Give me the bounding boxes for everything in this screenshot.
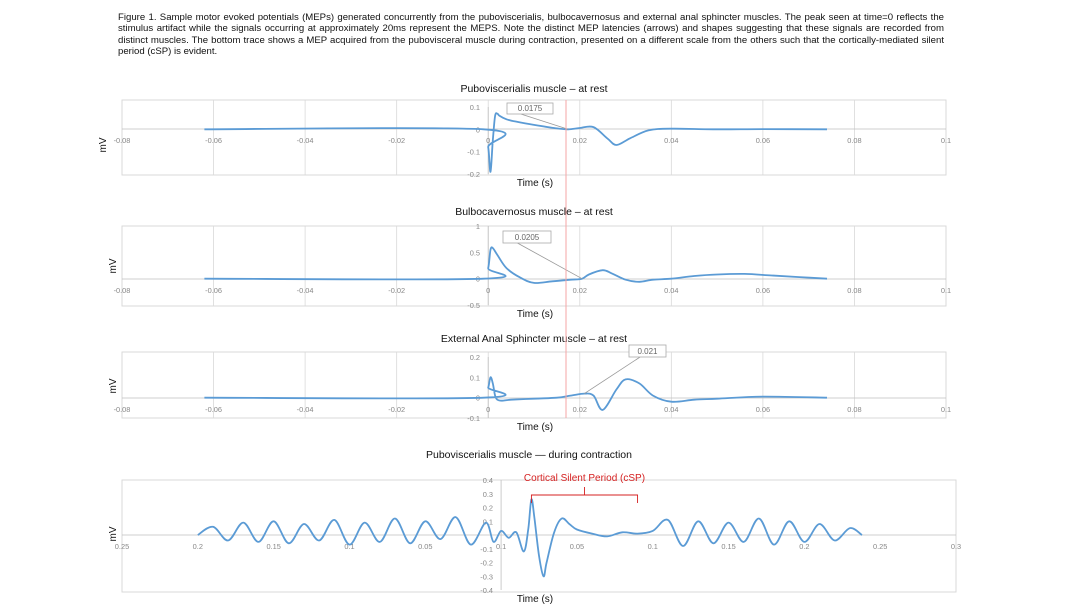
callout-label: 0.0175 bbox=[518, 104, 543, 113]
x-tick-label: 0.1 bbox=[941, 286, 951, 295]
callout-leader bbox=[517, 242, 583, 280]
x-tick-label: -0.02 bbox=[388, 136, 405, 145]
callout-label: 0.0205 bbox=[515, 233, 540, 242]
callout-box bbox=[502, 230, 552, 244]
x-tick-label: -0.06 bbox=[205, 286, 222, 295]
plot-border bbox=[121, 479, 957, 593]
x-tick-label: 0.1 bbox=[941, 405, 951, 414]
x-tick-label: 0.25 bbox=[873, 542, 887, 551]
x-tick-label: 0.1 bbox=[496, 542, 506, 551]
y-tick-label: -0.3 bbox=[480, 572, 493, 581]
x-tick-label: 0 bbox=[486, 286, 490, 295]
x-tick-label: 0.25 bbox=[115, 542, 129, 551]
chart-1: -0.08 -0.06 -0.04 -0.02 0 0.02 0.04 0.06 0.08 0.1… bbox=[98, 83, 951, 189]
y-tick-label: -0.2 bbox=[480, 559, 493, 568]
plot-border bbox=[121, 351, 947, 419]
callout-box bbox=[628, 344, 667, 358]
x-tick-label: 0.02 bbox=[573, 136, 587, 145]
y-tick-label: 0.1 bbox=[470, 103, 480, 112]
x-tick-label: 0.3 bbox=[951, 542, 961, 551]
y-tick-label: 1 bbox=[476, 222, 480, 231]
x-tick-label: 0.15 bbox=[266, 542, 280, 551]
x-tick-label: 0.2 bbox=[193, 542, 203, 551]
x-tick-label: 0.02 bbox=[573, 286, 587, 295]
chart-title: Puboviscerialis muscle – at rest bbox=[460, 83, 607, 95]
y-axis-label: mV bbox=[108, 258, 119, 273]
y-tick-label: -0.2 bbox=[467, 170, 480, 179]
series-line bbox=[204, 112, 828, 173]
x-tick-label: 0.06 bbox=[756, 286, 770, 295]
y-tick-label: 0.2 bbox=[483, 504, 493, 513]
y-axis-label: mV bbox=[98, 137, 109, 152]
csp-bracket bbox=[530, 494, 639, 503]
x-tick-label: 0.1 bbox=[344, 542, 354, 551]
x-tick-label: -0.02 bbox=[388, 405, 405, 414]
x-tick-label: -0.06 bbox=[205, 405, 222, 414]
x-tick-label: 0.06 bbox=[756, 136, 770, 145]
series-line bbox=[204, 246, 828, 284]
x-tick-label: 0.08 bbox=[847, 405, 861, 414]
y-tick-label: 0.4 bbox=[483, 476, 493, 485]
y-axis-label: mV bbox=[108, 378, 119, 393]
x-tick-label: -0.06 bbox=[205, 136, 222, 145]
x-tick-label: -0.04 bbox=[297, 136, 314, 145]
y-tick-label: 0.1 bbox=[470, 373, 480, 382]
x-tick-label: 0.08 bbox=[847, 286, 861, 295]
x-tick-label: 0.2 bbox=[799, 542, 809, 551]
callout-box bbox=[506, 102, 554, 115]
x-tick-label: 0.05 bbox=[418, 542, 432, 551]
x-tick-label: -0.04 bbox=[297, 286, 314, 295]
x-tick-label: -0.08 bbox=[114, 286, 131, 295]
x-tick-label: -0.08 bbox=[114, 405, 131, 414]
x-tick-label: 0.1 bbox=[941, 136, 951, 145]
x-tick-label: 0.04 bbox=[664, 405, 678, 414]
y-tick-label: -0.4 bbox=[480, 586, 493, 595]
y-tick-label: 0.1 bbox=[483, 517, 493, 526]
x-tick-label: -0.02 bbox=[388, 286, 405, 295]
chart-title: Puboviscerialis muscle — during contract… bbox=[426, 449, 632, 461]
x-tick-label: 0.04 bbox=[664, 136, 678, 145]
y-axis-label: mV bbox=[108, 526, 119, 541]
y-tick-label: 0.3 bbox=[483, 490, 493, 499]
x-tick-label: 0.05 bbox=[570, 542, 584, 551]
x-tick-label: 0.04 bbox=[664, 286, 678, 295]
x-axis-label: Time (s) bbox=[517, 422, 553, 433]
series-line bbox=[197, 498, 863, 578]
y-tick-label: -0.1 bbox=[480, 545, 493, 554]
x-tick-label: -0.08 bbox=[114, 136, 131, 145]
x-tick-label: -0.04 bbox=[297, 405, 314, 414]
x-tick-label: 0 bbox=[486, 405, 490, 414]
y-tick-label: 0.2 bbox=[470, 353, 480, 362]
y-tick-label: -0.1 bbox=[467, 414, 480, 423]
x-tick-label: 0 bbox=[486, 136, 490, 145]
y-tick-label: 0.5 bbox=[470, 248, 480, 257]
chart-2: -0.08 -0.06 -0.04 -0.02 0 0.02 0.04 0.06 0.08 0.1… bbox=[108, 206, 951, 320]
chart-3: -0.08 -0.06 -0.04 -0.02 0 0.02 0.04 0.06 0.08 0.1… bbox=[108, 333, 951, 433]
chart-4: 0.25 0.2 0.15 0.1 0.05 0.1 0.05 0.1 0.15 0.2 0.25 0… bbox=[108, 449, 961, 605]
csp-label: Cortical Silent Period (cSP) bbox=[524, 473, 645, 484]
x-tick-label: 0.15 bbox=[721, 542, 735, 551]
callout-label: 0.021 bbox=[637, 347, 658, 356]
callout-leader bbox=[584, 356, 641, 394]
y-tick-label: -0.1 bbox=[467, 148, 480, 157]
y-tick-label: -0.5 bbox=[467, 301, 480, 310]
x-axis-label: Time (s) bbox=[517, 594, 553, 605]
figure-caption: Figure 1. Sample motor evoked potentials… bbox=[118, 12, 944, 58]
x-axis-label: Time (s) bbox=[517, 309, 553, 320]
x-tick-label: 0.1 bbox=[648, 542, 658, 551]
series-line bbox=[204, 376, 828, 411]
x-axis-label: Time (s) bbox=[517, 178, 553, 189]
callout-leader bbox=[520, 113, 569, 130]
chart-title: External Anal Sphincter muscle – at rest bbox=[441, 333, 627, 345]
x-tick-label: 0.06 bbox=[756, 405, 770, 414]
chart-title: Bulbocavernosus muscle – at rest bbox=[455, 206, 613, 218]
x-tick-label: 0.08 bbox=[847, 136, 861, 145]
x-tick-label: 0.02 bbox=[573, 405, 587, 414]
